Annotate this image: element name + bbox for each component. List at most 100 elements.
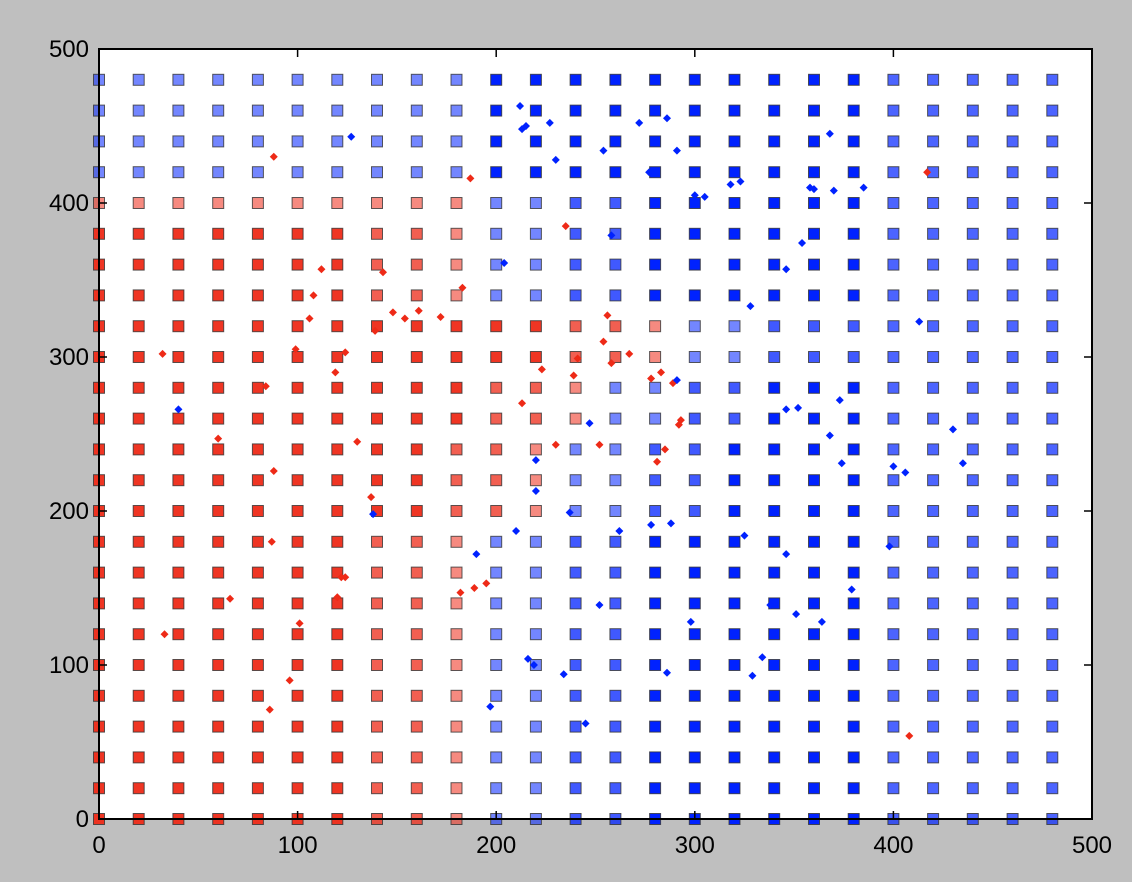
grid-square xyxy=(1046,443,1059,456)
grid-square xyxy=(172,412,185,425)
grid-square xyxy=(609,135,622,148)
grid-square xyxy=(728,412,741,425)
y-tick-label: 100 xyxy=(49,652,89,679)
data-point xyxy=(792,610,801,619)
grid-square xyxy=(1046,227,1059,240)
grid-square xyxy=(410,197,423,209)
data-point xyxy=(666,519,675,528)
grid-square xyxy=(529,289,542,302)
data-point xyxy=(758,653,767,662)
grid-square xyxy=(569,412,582,425)
grid-square xyxy=(728,720,741,733)
grid-square xyxy=(728,289,741,302)
grid-square xyxy=(529,135,542,148)
grid-square xyxy=(728,782,741,795)
grid-square xyxy=(927,720,940,733)
grid-square xyxy=(808,289,820,302)
grid-square xyxy=(887,227,900,240)
grid-square xyxy=(966,351,979,363)
data-point xyxy=(901,468,910,477)
data-point xyxy=(341,348,350,357)
grid-square xyxy=(251,289,264,302)
data-point xyxy=(748,671,757,680)
grid-square xyxy=(688,689,701,702)
grid-square xyxy=(927,566,940,579)
grid-square xyxy=(649,628,662,641)
grid-square xyxy=(847,227,860,240)
grid-square xyxy=(132,751,145,764)
grid-square xyxy=(172,782,185,795)
grid-square xyxy=(450,628,463,641)
grid-square xyxy=(728,566,741,579)
data-point xyxy=(726,180,735,189)
grid-square xyxy=(688,104,701,117)
data-point xyxy=(607,231,616,240)
grid-square xyxy=(251,597,264,610)
grid-square xyxy=(132,197,145,209)
data-point xyxy=(337,573,346,582)
grid-square xyxy=(132,566,145,579)
grid-square xyxy=(331,258,344,271)
grid-square xyxy=(371,474,383,487)
grid-square xyxy=(847,474,860,487)
y-tick-label: 400 xyxy=(49,190,89,217)
grid-square xyxy=(132,782,145,795)
plot-frame xyxy=(98,48,1093,820)
grid-square xyxy=(569,720,582,733)
grid-square xyxy=(1046,166,1059,179)
grid-square xyxy=(847,104,860,117)
data-point xyxy=(653,457,662,466)
grid-square xyxy=(172,659,185,671)
grid-square xyxy=(808,166,820,179)
grid-square xyxy=(291,104,304,117)
grid-square xyxy=(490,197,503,209)
grid-square xyxy=(847,166,860,179)
x-tick-label: 100 xyxy=(278,832,318,859)
grid-square xyxy=(251,381,264,394)
grid-square xyxy=(371,720,383,733)
grid-square xyxy=(132,289,145,302)
data-point xyxy=(458,283,467,292)
grid-square xyxy=(251,720,264,733)
grid-square xyxy=(609,689,622,702)
grid-square xyxy=(251,412,264,425)
data-point xyxy=(766,600,775,609)
grid-square xyxy=(927,197,940,209)
grid-square xyxy=(609,474,622,487)
grid-square xyxy=(927,751,940,764)
grid-square xyxy=(291,443,304,456)
grid-square xyxy=(649,597,662,610)
grid-square xyxy=(966,135,979,148)
grid-square xyxy=(966,443,979,456)
grid-square xyxy=(291,720,304,733)
data-point xyxy=(736,177,745,186)
grid-square xyxy=(371,751,383,764)
grid-square xyxy=(609,289,622,302)
grid-square xyxy=(132,474,145,487)
grid-square xyxy=(212,412,225,425)
grid-square xyxy=(490,628,503,641)
grid-square xyxy=(569,689,582,702)
grid-square xyxy=(490,135,503,148)
grid-square xyxy=(529,628,542,641)
grid-square xyxy=(688,659,701,671)
grid-square xyxy=(132,258,145,271)
grid-square xyxy=(609,320,622,333)
data-point xyxy=(581,719,590,728)
grid-square xyxy=(966,320,979,333)
grid-square xyxy=(1046,535,1059,548)
data-point xyxy=(889,462,898,471)
grid-square xyxy=(649,351,662,363)
grid-square xyxy=(410,628,423,641)
grid-square xyxy=(212,443,225,456)
grid-square xyxy=(331,782,344,795)
grid-square xyxy=(966,689,979,702)
data-point xyxy=(531,456,540,465)
grid-square xyxy=(966,566,979,579)
grid-square xyxy=(569,474,582,487)
grid-square xyxy=(1046,320,1059,333)
grid-square xyxy=(808,628,820,641)
grid-square xyxy=(649,135,662,148)
data-point xyxy=(537,365,546,374)
data-point xyxy=(647,374,656,383)
